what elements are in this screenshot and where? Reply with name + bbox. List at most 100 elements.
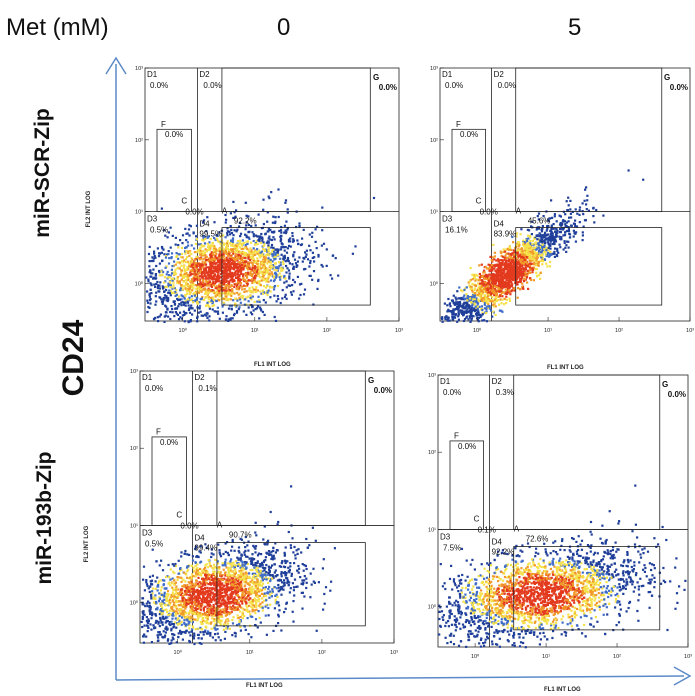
met-header-label: Met (mM): [6, 14, 109, 41]
gate-label-a: A: [514, 524, 520, 533]
bottom-arrow-head: [673, 666, 692, 686]
gate-value-d3: 16.1%: [445, 226, 468, 235]
gate-value-d4: 99.4%: [194, 543, 217, 552]
gate-g: [515, 67, 663, 213]
gate-value-f: 0.0%: [458, 442, 476, 451]
gate-g: [221, 67, 371, 213]
gate-label-a: A: [217, 520, 223, 529]
gate-label-d1: D1: [147, 70, 158, 79]
gate-label-d1: D1: [442, 70, 453, 79]
flow-panel-3: 10⁰ 10¹ 10² 10³10⁰10¹10²10³D10.0%D20.3%G0.0…: [428, 373, 692, 660]
gate-a: [221, 227, 371, 306]
x-tick-label: 10⁰: [179, 327, 188, 334]
gate-value-d4: 99.5%: [199, 230, 222, 239]
gate-label-d1: D1: [142, 373, 153, 382]
gate-value-c: 0.0%: [185, 208, 203, 217]
x-tick-label: 10²: [613, 654, 621, 660]
x-tick-label: 10³: [395, 328, 403, 334]
gate-label-a: A: [516, 207, 522, 216]
gate-value-d3: 0.5%: [145, 539, 163, 548]
x-axis-title-p0: FL1 INT LOG: [254, 362, 291, 368]
gate-value-g: 0.0%: [670, 83, 688, 92]
x-tick-label: 10⁰: [471, 653, 480, 660]
gate-value-d3: 0.5%: [150, 226, 168, 235]
gate-value-a: 92.2%: [234, 217, 257, 226]
scatter-dots: [440, 169, 645, 323]
y-tick-label: 10²: [428, 450, 436, 456]
panel-frame: [437, 374, 689, 648]
x-tick-label: 10⁰: [174, 649, 183, 656]
gate-label-f: F: [156, 428, 161, 437]
x-tick-label: 10²: [323, 328, 331, 334]
gate-value-g: 0.0%: [379, 83, 397, 92]
x-axis-title-p2: FL1 INT LOG: [246, 683, 283, 689]
gate-value-f: 0.0%: [160, 438, 178, 447]
x-tick-label: 10¹: [246, 650, 254, 656]
y-tick-label: 10¹: [130, 523, 138, 529]
y-tick-label: 10⁰: [430, 280, 439, 287]
gate-label-d1: D1: [440, 377, 451, 386]
gate-value-c: 0.1%: [478, 525, 496, 534]
gate-label-c: C: [181, 197, 187, 206]
gate-f: [151, 436, 187, 526]
bottom-arrow-line: [115, 675, 685, 681]
gate-label-d2: D2: [494, 70, 505, 79]
gate-value-g: 0.0%: [668, 390, 686, 399]
y-tick-label: 10⁰: [428, 604, 437, 611]
gate-value-d1: 0.0%: [445, 81, 463, 90]
gate-label-d3: D3: [142, 528, 153, 537]
y-tick-label: 10³: [428, 373, 436, 379]
panel-frame: [439, 67, 691, 322]
y-tick-label: 10³: [135, 66, 143, 72]
gate-value-c: 0.0%: [480, 208, 498, 217]
gate-label-c: C: [176, 510, 182, 519]
axis-arrows: [105, 56, 692, 686]
gate-f: [451, 128, 486, 213]
y-tick-label: 10²: [430, 138, 438, 144]
gate-label-f: F: [456, 120, 461, 129]
gate-value-d4: 92.2%: [492, 547, 515, 556]
gate-label-g: G: [373, 73, 379, 82]
gate-label-f: F: [454, 432, 459, 441]
gate-f: [156, 128, 192, 213]
gate-label-g: G: [662, 380, 668, 389]
gate-g: [513, 374, 661, 530]
y-tick-label: 10³: [130, 369, 138, 375]
x-tick-label: 10³: [686, 328, 694, 334]
gate-a: [515, 227, 663, 306]
gate-label-d3: D3: [442, 215, 453, 224]
y-tick-label: 10²: [130, 446, 138, 452]
gate-label-c: C: [474, 514, 480, 523]
y-tick-label: 10¹: [135, 210, 143, 216]
gate-value-f: 0.0%: [165, 130, 183, 139]
gate-g: [216, 370, 366, 526]
gate-a: [513, 546, 661, 631]
gate-label-d2: D2: [199, 70, 210, 79]
x-tick-label: 10²: [615, 328, 623, 334]
gate-value-d1: 0.0%: [145, 384, 163, 393]
gate-a: [216, 542, 366, 627]
x-tick-label: 10³: [390, 650, 398, 656]
x-tick-label: 10¹: [544, 328, 552, 334]
y-tick-label: 10²: [135, 138, 143, 144]
gate-label-g: G: [368, 376, 374, 385]
gate-value-d2: 0.0%: [203, 81, 221, 90]
x-tick-label: 10¹: [251, 328, 259, 334]
gate-label-a: A: [222, 207, 228, 216]
gate-label-d4: D4: [194, 533, 205, 542]
gate-label-c: C: [476, 197, 482, 206]
gate-value-d4: 83.9%: [494, 230, 517, 239]
x-axis-title-p3: FL1 INT LOG: [544, 687, 581, 693]
y-tick-label: 10¹: [428, 527, 436, 533]
gate-value-a: 90.7%: [229, 530, 252, 539]
flow-panel-1: 10⁰ 10¹ 10² 10³10⁰10¹10²10³D10.0%D20.0%G0.0…: [430, 66, 694, 334]
condition-header-0: 0: [277, 14, 291, 41]
gate-label-d4: D4: [199, 220, 210, 229]
gate-value-c: 0.0%: [180, 521, 198, 530]
gate-label-f: F: [161, 120, 166, 129]
gate-value-d2: 0.1%: [198, 384, 216, 393]
gate-label-d2: D2: [194, 373, 205, 382]
scatter-dots: [438, 484, 687, 649]
panel-frame: [144, 67, 400, 322]
